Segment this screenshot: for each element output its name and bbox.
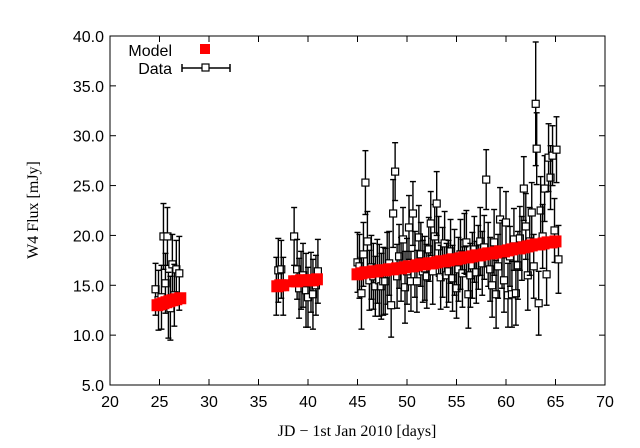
data-point (363, 237, 372, 246)
y-tick-label: 10.0 (73, 328, 104, 345)
data-point (519, 184, 528, 193)
data-point (554, 255, 563, 264)
x-tick-label: 50 (398, 394, 416, 411)
data-point (531, 99, 540, 108)
y-tick-label: 5.0 (82, 378, 104, 395)
data-point (490, 238, 499, 247)
data-point (527, 208, 536, 217)
data-point (511, 289, 521, 298)
data-point (534, 299, 543, 308)
model-point (174, 292, 187, 305)
model-point (549, 235, 562, 248)
data-point (550, 226, 559, 235)
y-tick-label: 40.0 (73, 29, 104, 46)
x-tick-label: 45 (349, 394, 367, 411)
x-tick-label: 60 (497, 394, 515, 411)
x-tick-label: 20 (101, 394, 119, 411)
data-point (552, 145, 561, 154)
x-tick-label: 30 (200, 394, 218, 411)
y-tick-label: 15.0 (73, 278, 104, 295)
legend-marker-model (200, 44, 210, 54)
y-tick-label: 25.0 (73, 179, 104, 196)
x-axis-label: JD − 1st Jan 2010 [days] (278, 423, 437, 440)
legend: Model Data (128, 43, 231, 78)
data-point (414, 233, 423, 242)
x-tick-label: 65 (547, 394, 565, 411)
data-point (521, 222, 530, 231)
x-tick-label: 55 (448, 394, 466, 411)
x-tick-label: 70 (596, 394, 614, 411)
data-point (426, 219, 435, 228)
data-point (542, 270, 551, 279)
data-point (546, 173, 555, 182)
data-point (404, 223, 414, 232)
data-point (387, 301, 396, 310)
legend-label-data: Data (138, 61, 172, 78)
data-point (532, 144, 541, 153)
data-point (163, 232, 172, 241)
data-point (462, 238, 471, 247)
data-point (422, 272, 431, 281)
data-point (361, 178, 370, 187)
data-point (398, 235, 408, 244)
data-point (408, 209, 418, 218)
data-point (493, 262, 503, 271)
y-tick-label: 20.0 (73, 228, 104, 245)
y-tick-label: 35.0 (73, 79, 104, 96)
data-point (501, 218, 511, 227)
data-point (357, 289, 366, 298)
y-axis-label: W4 Flux [mJy] (25, 161, 42, 259)
x-tick-label: 25 (151, 394, 169, 411)
data-point (529, 262, 538, 271)
data-point (277, 265, 286, 274)
legend-label-model: Model (128, 43, 172, 60)
data-point (389, 209, 398, 218)
data-point (412, 277, 421, 286)
data-point (488, 281, 497, 290)
model-point (277, 279, 290, 292)
data-point (359, 250, 368, 259)
model-point (310, 273, 323, 286)
data-point (482, 175, 491, 184)
data-point (432, 199, 441, 208)
data-point (499, 276, 509, 285)
x-tick-label: 35 (250, 394, 268, 411)
plot-frame (109, 35, 606, 386)
x-tick-label: 40 (299, 394, 317, 411)
y-tick-label: 30.0 (73, 129, 104, 146)
data-point (175, 269, 184, 278)
legend-marker-data (201, 63, 210, 72)
data-point (400, 283, 410, 292)
data-point (391, 167, 400, 176)
